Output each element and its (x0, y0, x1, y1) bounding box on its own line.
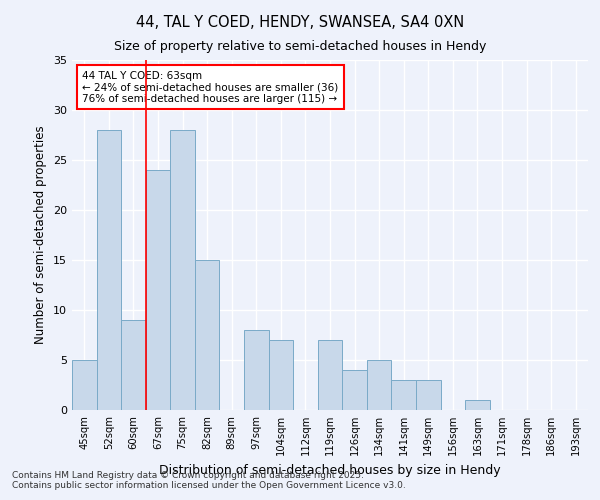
Bar (244, 330, 269, 410)
Text: 44, TAL Y COED, HENDY, SWANSEA, SA4 0XN: 44, TAL Y COED, HENDY, SWANSEA, SA4 0XN (136, 15, 464, 30)
Bar (391, 380, 416, 410)
Bar (146, 170, 170, 410)
Bar (121, 320, 146, 410)
Bar (195, 260, 220, 410)
Bar (318, 340, 342, 410)
Bar (170, 130, 195, 410)
Text: Contains HM Land Registry data © Crown copyright and database right 2025.
Contai: Contains HM Land Registry data © Crown c… (12, 470, 406, 490)
Text: Size of property relative to semi-detached houses in Hendy: Size of property relative to semi-detach… (114, 40, 486, 53)
Bar (269, 340, 293, 410)
Bar (97, 130, 121, 410)
Bar (342, 370, 367, 410)
Bar (72, 360, 97, 410)
Text: 44 TAL Y COED: 63sqm
← 24% of semi-detached houses are smaller (36)
76% of semi-: 44 TAL Y COED: 63sqm ← 24% of semi-detac… (82, 70, 338, 104)
Bar (367, 360, 391, 410)
X-axis label: Distribution of semi-detached houses by size in Hendy: Distribution of semi-detached houses by … (159, 464, 501, 476)
Bar (416, 380, 440, 410)
Bar (465, 400, 490, 410)
Y-axis label: Number of semi-detached properties: Number of semi-detached properties (34, 126, 47, 344)
